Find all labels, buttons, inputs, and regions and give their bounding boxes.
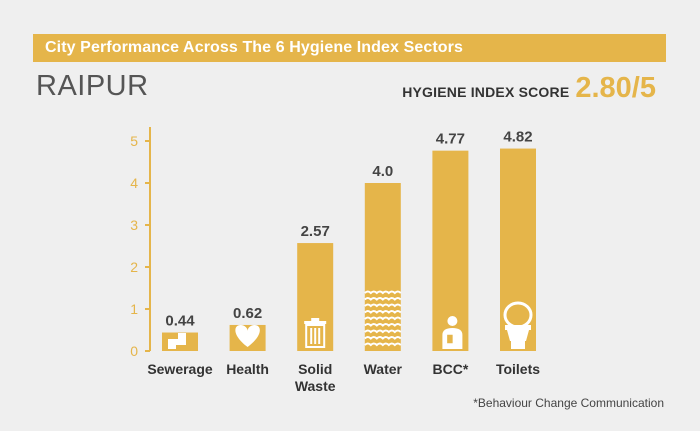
category-label: Solid: [298, 361, 332, 377]
bar-value-label: 0.44: [165, 313, 195, 330]
y-tick-label: 1: [130, 301, 138, 317]
title-banner: City Performance Across The 6 Hygiene In…: [33, 34, 666, 62]
y-tick-label: 0: [130, 343, 138, 359]
y-tick-label: 2: [130, 259, 138, 275]
category-label: Sewerage: [147, 361, 213, 377]
person-speaking-icon: [442, 316, 463, 349]
score-label: HYGIENE INDEX SCORE: [402, 84, 570, 100]
bar-value-label: 4.0: [372, 163, 393, 180]
heart-icon: [235, 325, 260, 347]
bar-value-label: 0.62: [233, 305, 262, 322]
y-tick-label: 5: [130, 133, 138, 149]
bar-value-label: 2.57: [301, 223, 330, 240]
y-tick-label: 4: [130, 175, 138, 191]
bar-value-label: 4.77: [436, 131, 465, 148]
y-tick-label: 3: [130, 217, 138, 233]
toilet-icon: [503, 301, 533, 349]
water-waves-icon: [364, 290, 402, 347]
category-label: Health: [226, 361, 269, 377]
category-label: Water: [364, 361, 403, 377]
bar-value-label: 4.82: [503, 129, 532, 146]
sewer-pipe-icon: [168, 333, 186, 349]
category-label: BCC*: [433, 361, 469, 377]
bar: [364, 183, 401, 351]
score-value: 2.80/5: [575, 72, 656, 104]
category-label: Waste: [295, 378, 336, 394]
trash-bin-icon: [304, 318, 327, 348]
footnote: *Behaviour Change Communication: [473, 396, 664, 410]
hygiene-score: HYGIENE INDEX SCORE 2.80/5: [402, 72, 656, 105]
category-label: Toilets: [496, 361, 540, 377]
city-name: RAIPUR: [36, 70, 149, 102]
chart-title: City Performance Across The 6 Hygiene In…: [45, 39, 463, 56]
